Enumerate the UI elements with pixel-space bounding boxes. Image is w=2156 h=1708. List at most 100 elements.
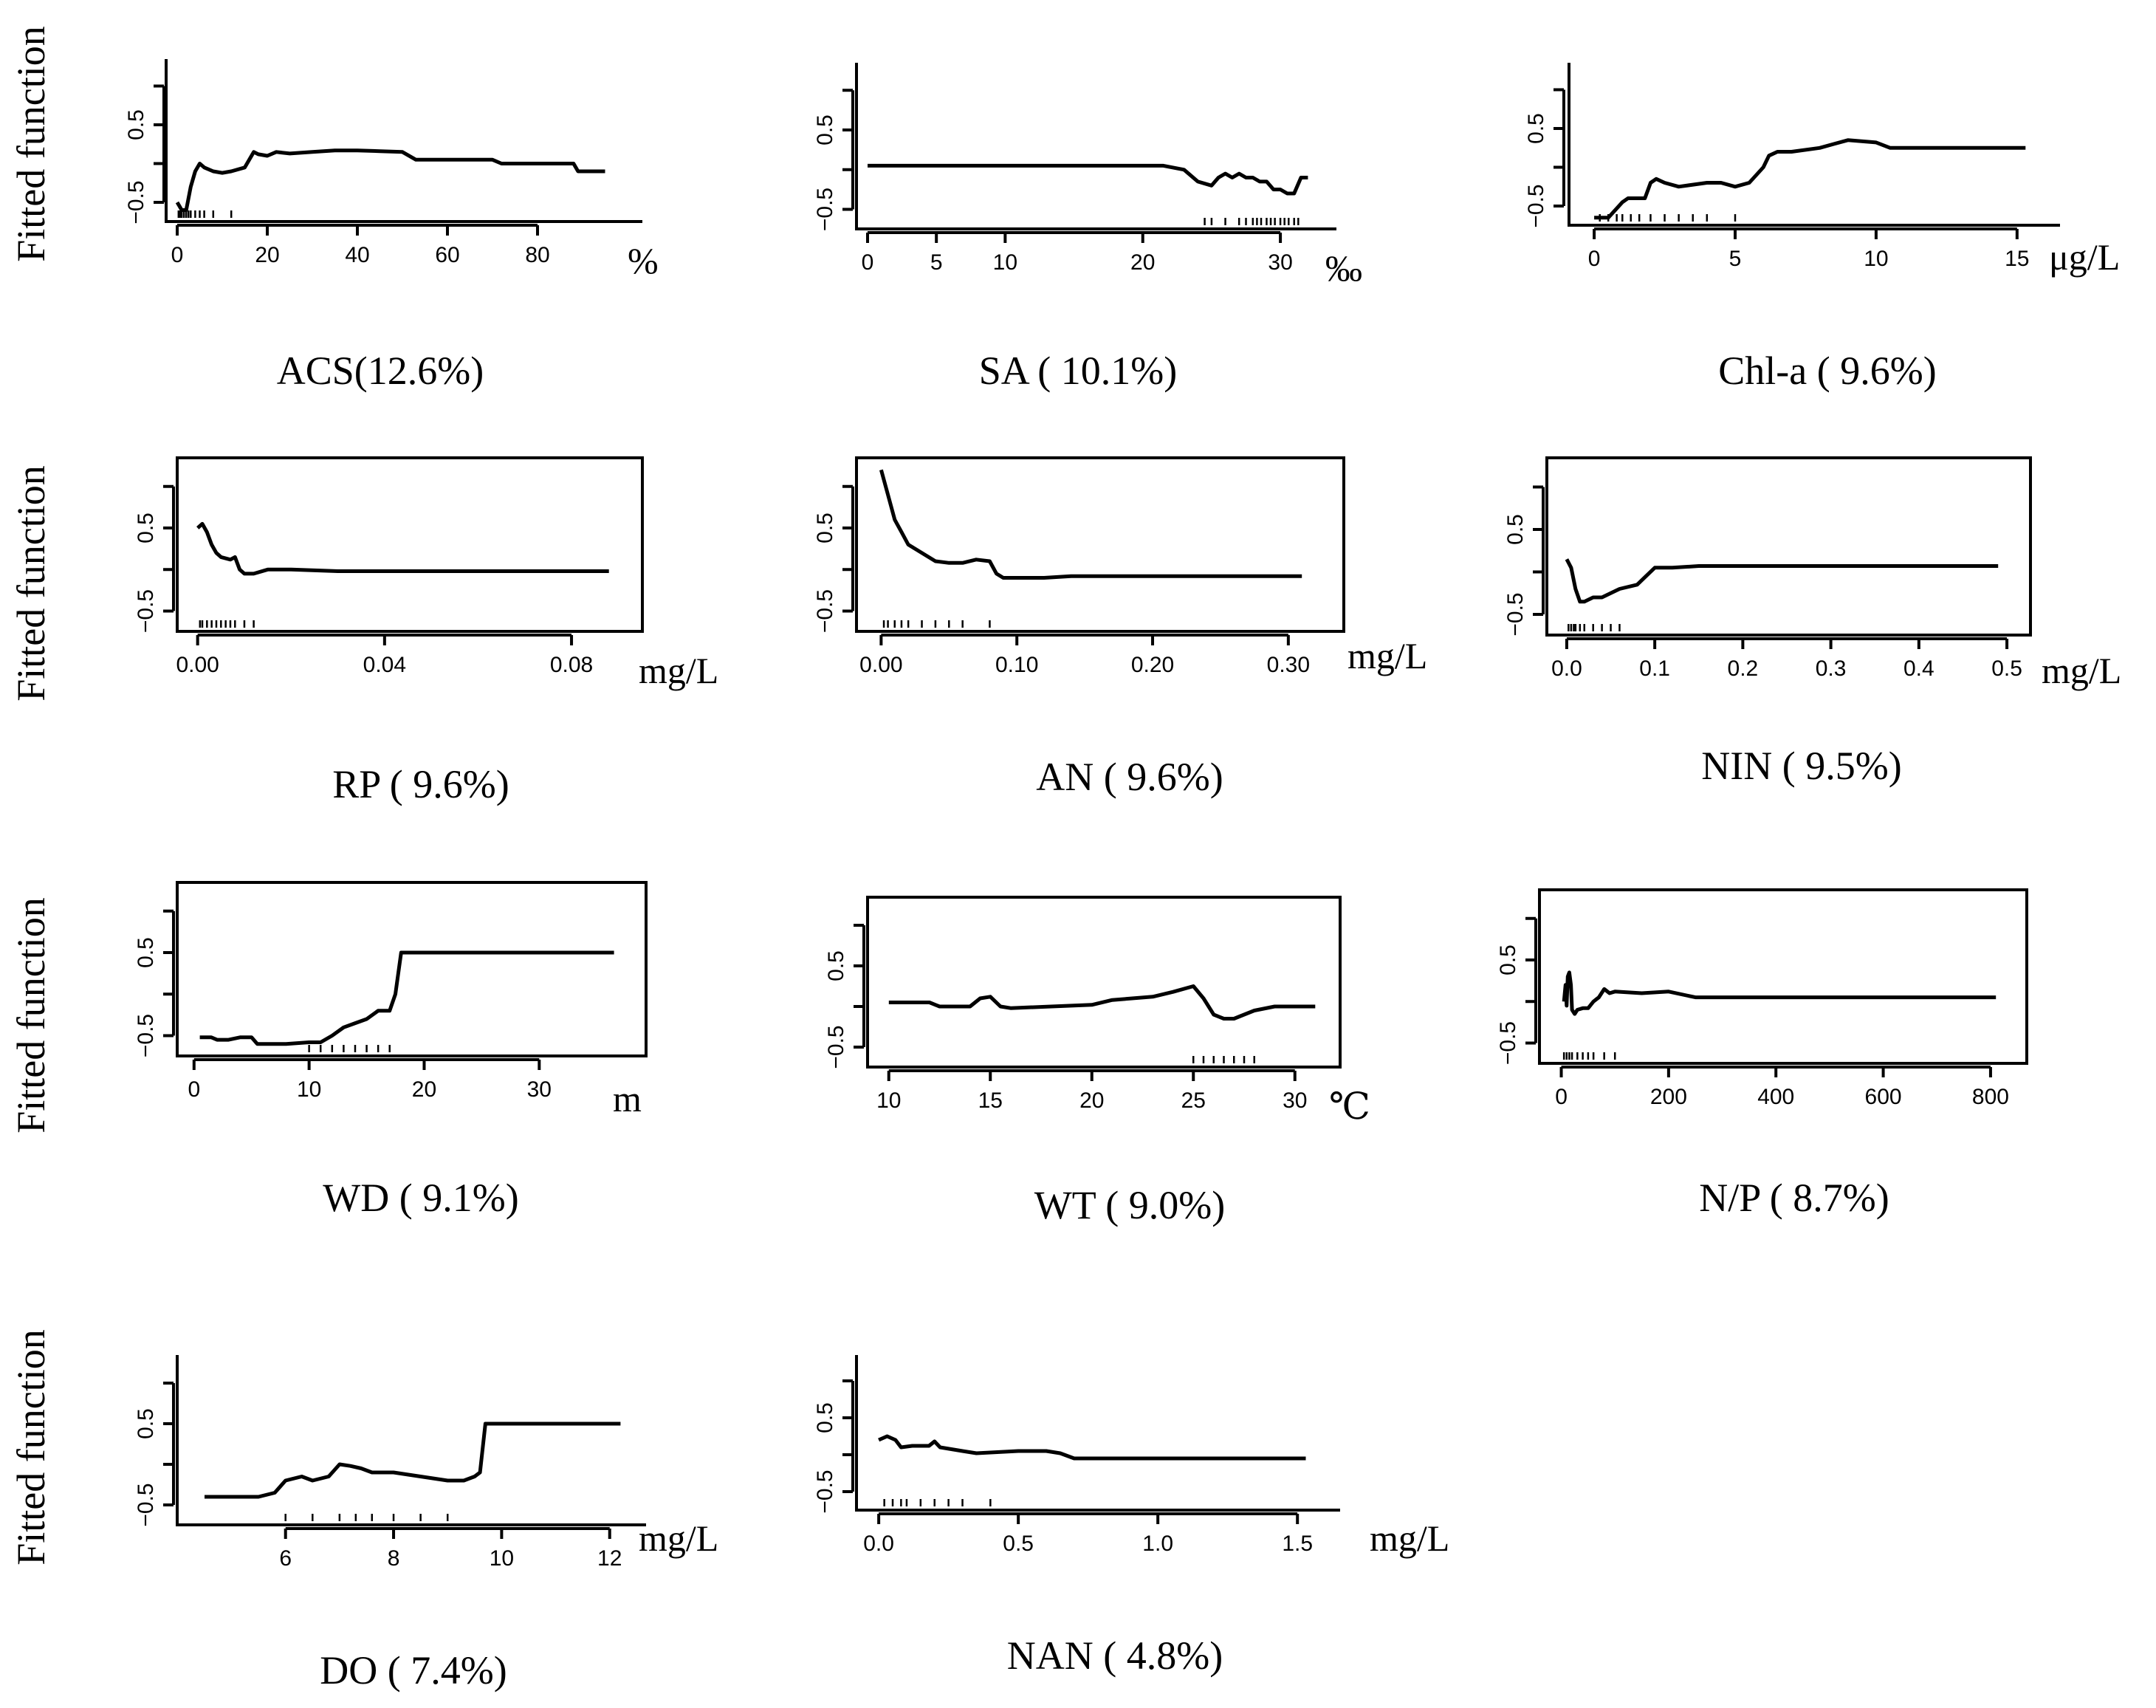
- fitted-curve: [888, 984, 1316, 1021]
- x-tick-label: 600: [1865, 1085, 1902, 1109]
- y-tick-label: 0.5: [124, 109, 148, 140]
- x-unit-label: ℃: [1329, 1085, 1370, 1127]
- y-axis-title-row-4: Fitted function: [9, 1329, 53, 1565]
- plot-axes: [176, 1355, 646, 1526]
- x-tick-label: 15: [2005, 247, 2029, 271]
- y-tick-label: 0.5: [134, 512, 158, 543]
- panel-7: 0 10 20 30 −0.5 0.5 m WD ( 9.1%): [134, 881, 648, 1220]
- x-tick-label: 10: [490, 1546, 514, 1571]
- rug: [284, 1514, 449, 1521]
- y-axis: −0.5 0.5: [813, 484, 854, 633]
- x-tick-label: 40: [345, 243, 369, 267]
- y-axis: −0.5 0.5: [134, 909, 175, 1057]
- rug: [1568, 624, 1621, 631]
- rug: [308, 1045, 391, 1052]
- y-axis: −0.5 0.5: [134, 484, 175, 633]
- y-axis-title-row-2: Fitted function: [9, 465, 53, 701]
- x-axis: 0 5 10 20 30: [862, 231, 1293, 275]
- y-tick-label: −0.5: [1503, 592, 1528, 636]
- panel-title: N/P ( 8.7%): [1699, 1176, 1889, 1220]
- x-axis: 0 20 40 60 80: [171, 224, 550, 267]
- y-axis: −0.5 0.5: [124, 84, 165, 224]
- x-tick-label: 80: [525, 243, 549, 267]
- plot-frame: [176, 456, 644, 633]
- y-tick-label: 0.5: [134, 937, 158, 968]
- x-tick-label: 0: [188, 1077, 200, 1102]
- x-tick-label: 0: [862, 250, 874, 275]
- y-tick-label: 0.5: [813, 114, 837, 145]
- x-tick-label: 0.4: [1903, 656, 1934, 681]
- rug: [1599, 214, 1737, 222]
- fitted-curve: [878, 1434, 1306, 1461]
- x-tick-label: 20: [1130, 250, 1155, 275]
- x-unit-label: m: [613, 1078, 642, 1119]
- x-tick-label: 8: [388, 1546, 400, 1571]
- x-tick-label: 60: [435, 243, 459, 267]
- rug: [883, 1499, 992, 1506]
- x-tick-label: 12: [597, 1546, 622, 1571]
- panel-title: NIN ( 9.5%): [1701, 744, 1901, 788]
- panel-9: 0 200 400 600 800 −0.5 0.5 N/P ( 8.7%): [1496, 888, 2028, 1220]
- panel-title: NAN ( 4.8%): [1007, 1633, 1223, 1678]
- plot-axes: [855, 63, 1336, 230]
- y-tick-label: −0.5: [813, 589, 837, 633]
- panel-title: ACS(12.6%): [277, 349, 484, 393]
- panel-6: 0.0 0.1 0.2 0.3 0.4 0.5 −0.5 0.5 mg/L NIN ( 9.5%): [1503, 456, 2121, 788]
- x-unit-label: μg/L: [2049, 236, 2120, 278]
- panel-title: RP ( 9.6%): [332, 762, 509, 806]
- x-axis: 10 15 20 25 30: [876, 1069, 1307, 1113]
- plot-axes: [855, 1355, 1340, 1512]
- x-tick-label: 200: [1650, 1085, 1687, 1109]
- y-axis-titles: Fitted function Fitted function Fitted f…: [9, 26, 53, 1565]
- rug: [199, 620, 255, 628]
- y-tick-label: −0.5: [134, 1014, 158, 1057]
- x-tick-label: 0.10: [995, 653, 1038, 677]
- plot-frame: [855, 456, 1345, 633]
- x-unit-label: mg/L: [639, 650, 718, 691]
- x-axis: 0.0 0.1 0.2 0.3 0.4 0.5: [1551, 637, 2022, 681]
- panel-5: 0.00 0.10 0.20 0.30 −0.5 0.5 mg/L AN ( 9.6%): [813, 456, 1427, 799]
- y-tick-label: −0.5: [824, 1025, 848, 1069]
- x-tick-label: 0.20: [1131, 653, 1174, 677]
- x-tick-label: 0.0: [1551, 656, 1582, 681]
- panel-3: 0 5 10 15 −0.5 0.5 μg/L Chl-a ( 9.6%): [1524, 63, 2120, 393]
- y-axis: −0.5 0.5: [1524, 88, 1565, 228]
- x-tick-label: 10: [1864, 247, 1888, 271]
- x-tick-label: 10: [993, 250, 1017, 275]
- panel-4: 0.00 0.04 0.08 −0.5 0.5 mg/L RP ( 9.6%): [134, 456, 718, 806]
- x-tick-label: 5: [1729, 247, 1742, 271]
- panel-title: DO ( 7.4%): [320, 1648, 507, 1692]
- x-axis: 0.00 0.10 0.20 0.30: [859, 634, 1310, 677]
- x-axis: 0 5 10 15: [1588, 227, 2030, 271]
- y-tick-label: 0.5: [813, 1402, 837, 1433]
- y-axis: −0.5 0.5: [824, 924, 865, 1069]
- panel-title: AN ( 9.6%): [1036, 755, 1223, 799]
- panel-title: SA ( 10.1%): [979, 349, 1178, 393]
- x-tick-label: 0: [171, 243, 184, 267]
- x-axis: 6 8 10 12: [279, 1527, 622, 1571]
- y-axis: −0.5 0.5: [813, 89, 854, 231]
- fitted-curve: [1594, 138, 2026, 220]
- panel-8: 10 15 20 25 30 −0.5 0.5 ℃ WT ( 9.0%): [824, 896, 1370, 1227]
- x-tick-label: 15: [978, 1088, 1003, 1113]
- y-axis: −0.5 0.5: [813, 1379, 854, 1514]
- x-tick-label: 20: [412, 1077, 436, 1102]
- fitted-curve: [175, 148, 605, 212]
- panels: 0 20 40 60 80−0.50.5%ACS(12.6%)0 5 10 20 30−0.50…: [124, 59, 2121, 1692]
- y-tick-label: 0.5: [824, 950, 848, 981]
- plot-frame: [176, 881, 648, 1057]
- panel-title: WT ( 9.0%): [1034, 1183, 1225, 1227]
- y-tick-label: 0.5: [1503, 514, 1528, 545]
- x-unit-label: %: [628, 240, 659, 281]
- y-tick-label: 0.5: [1496, 944, 1520, 975]
- x-unit-label: mg/L: [1348, 635, 1427, 676]
- y-tick-label: 0.5: [1524, 113, 1548, 144]
- plot-frame: [866, 896, 1342, 1069]
- x-tick-label: 6: [279, 1546, 292, 1571]
- x-tick-label: 30: [1283, 1088, 1307, 1113]
- y-axis: −0.5 0.5: [1503, 485, 1545, 637]
- y-tick-label: −0.5: [134, 1483, 158, 1526]
- y-tick-label: −0.5: [813, 188, 837, 231]
- x-tick-label: 0.08: [550, 653, 593, 677]
